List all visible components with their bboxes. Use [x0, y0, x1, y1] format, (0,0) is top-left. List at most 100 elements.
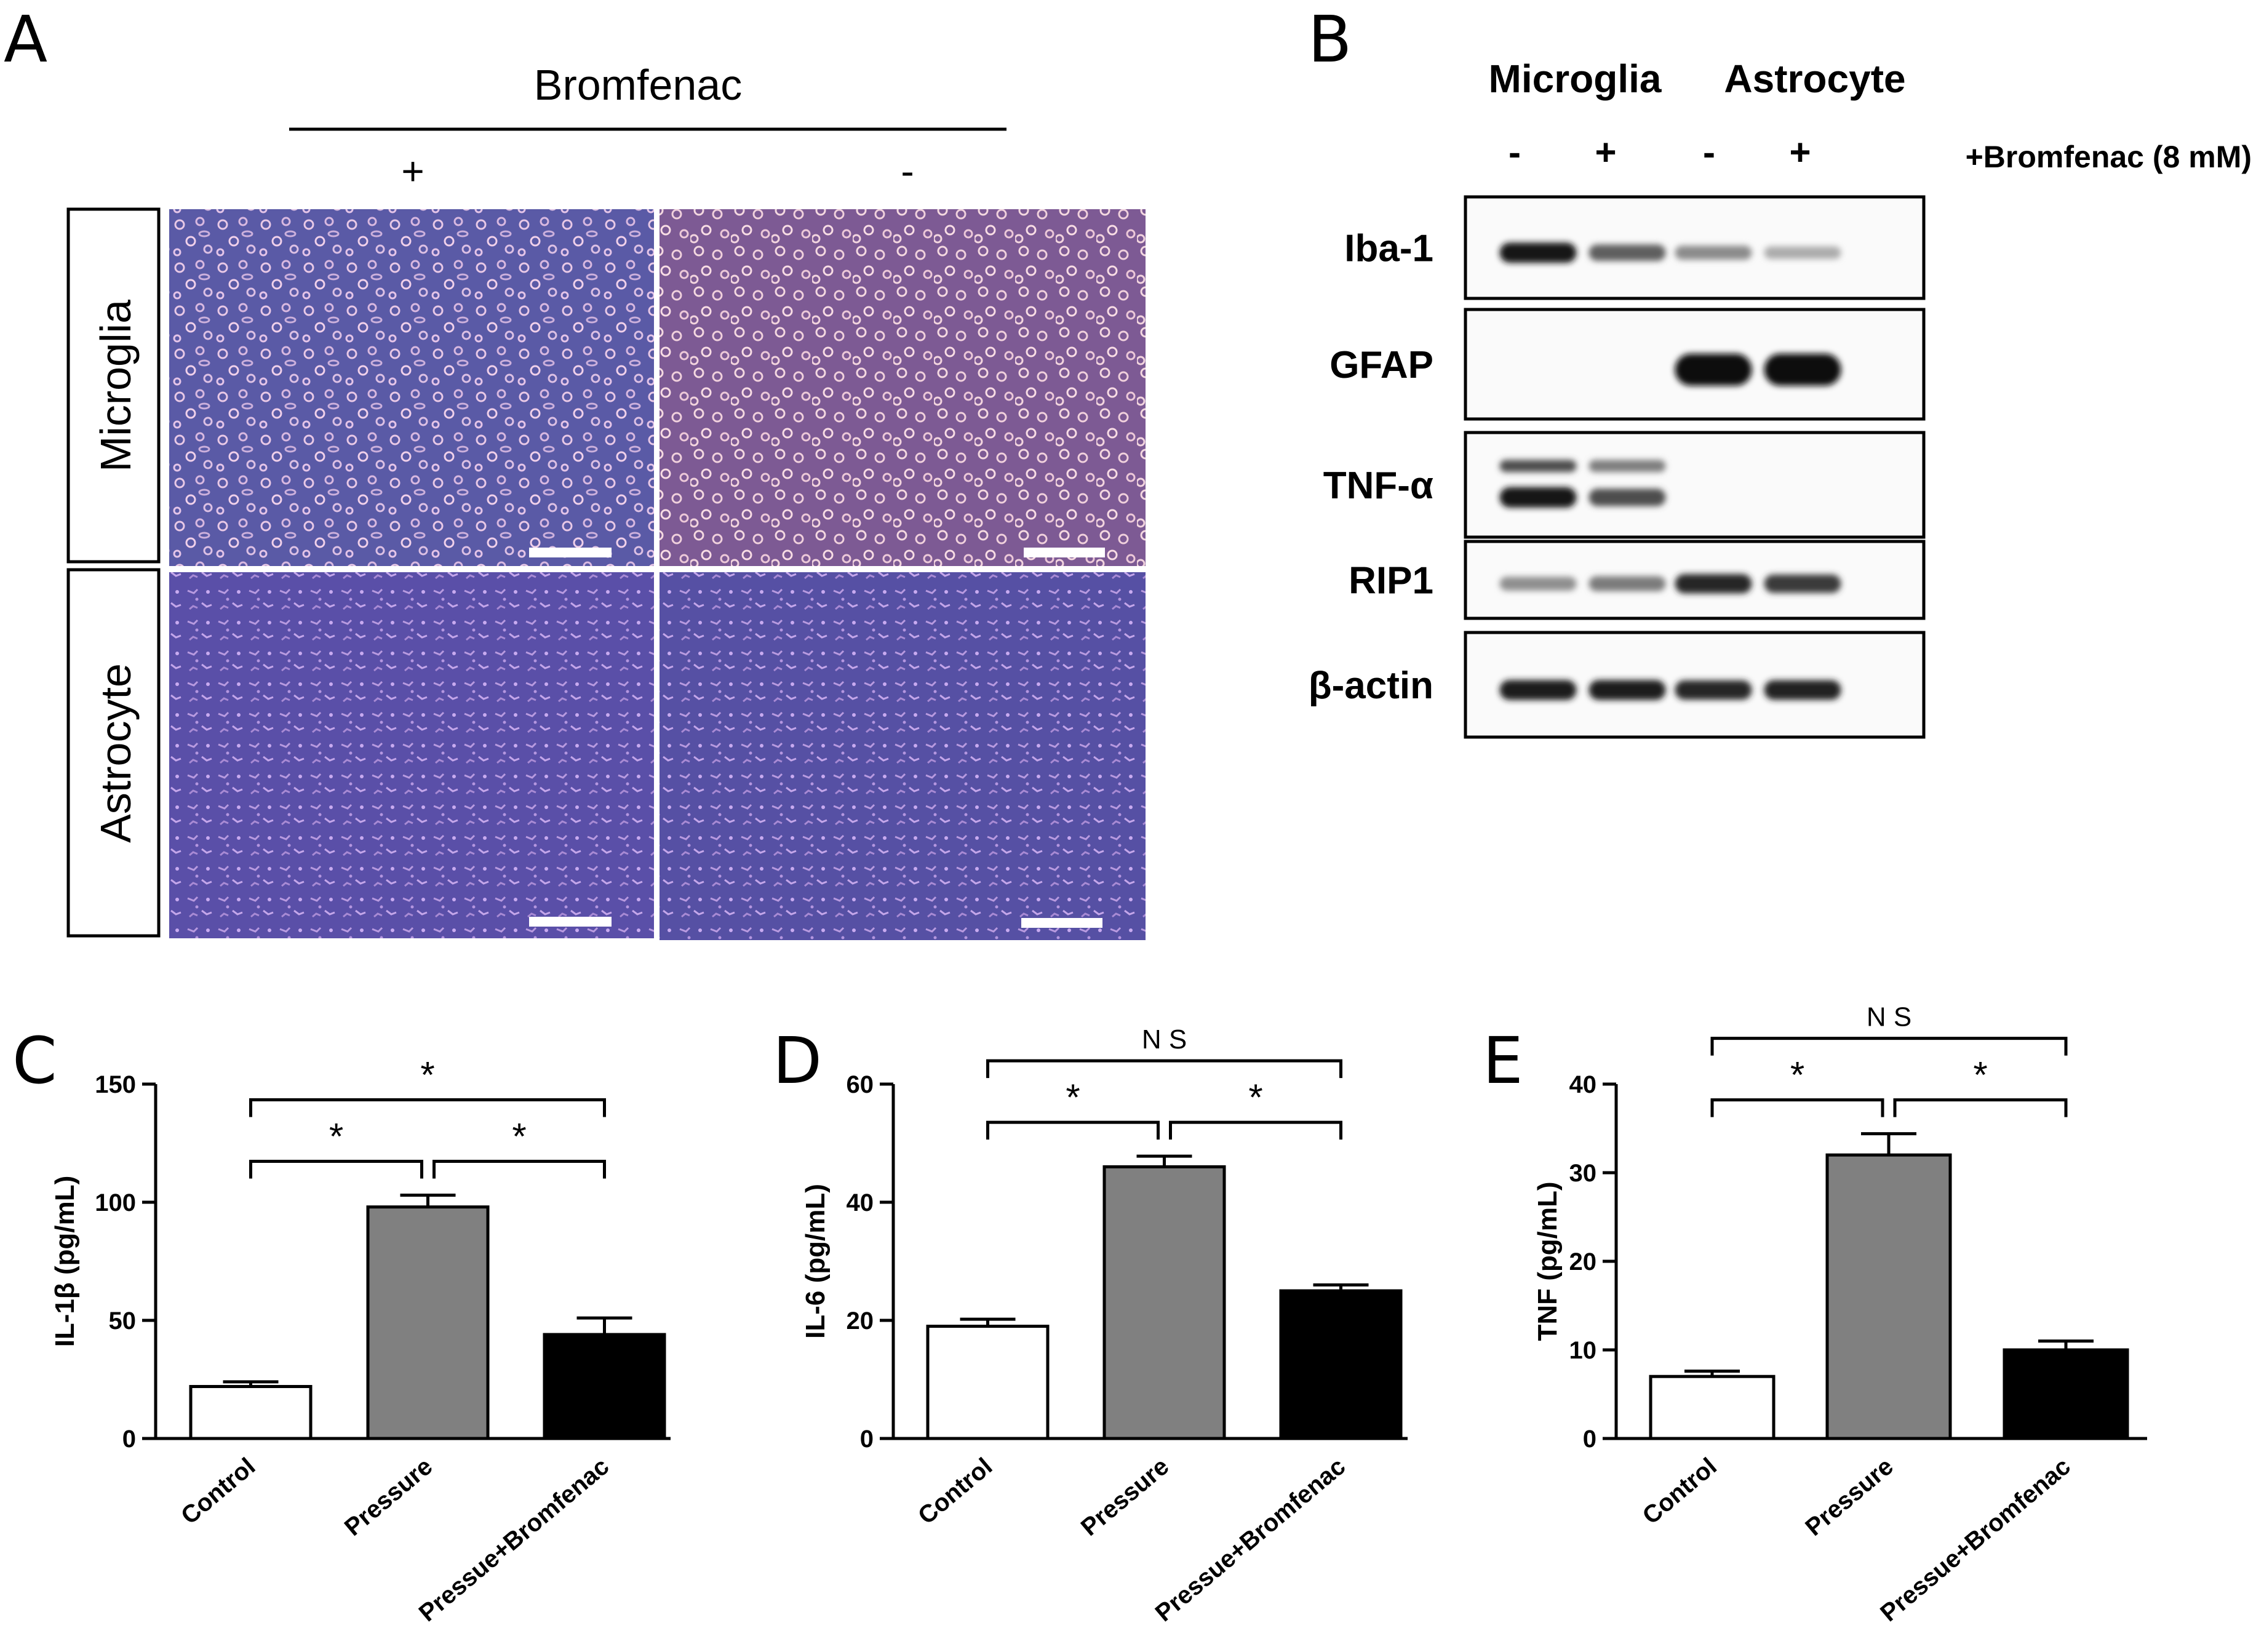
y-axis-label: IL-1β (pg/mL) [50, 1176, 80, 1347]
y-tick-label: 0 [122, 1426, 136, 1453]
bar-pressue+bromfenac [2003, 1348, 2129, 1440]
y-tick-label: 50 [109, 1307, 137, 1335]
blot-band [1499, 242, 1577, 263]
x-tick-label: Pressure [340, 1453, 437, 1541]
blot-3: TNF-α [1323, 431, 1926, 539]
scale-bar [1024, 548, 1105, 557]
y-tick-label: 40 [1569, 1071, 1597, 1098]
panel-letter: C [12, 1023, 57, 1098]
blot-1: Iba-1 [1344, 195, 1926, 300]
western-blots: Iba-1 GFAP TNF-α RIP1 β-actin [1309, 195, 1926, 739]
panel-letter: E [1483, 1023, 1523, 1098]
significance-label: * [1790, 1055, 1804, 1096]
x-tick-label: Control [1638, 1453, 1722, 1530]
scale-bar [529, 548, 612, 557]
chart-e: E 0 10 20 30 40 TNF (pg/mL) Control PressurePres… [1483, 1002, 2147, 1627]
scale-bar [529, 917, 612, 927]
blot-band [1764, 680, 1841, 700]
micrograph-astrocyte-minus [660, 572, 1146, 940]
significance-bracket [1169, 1120, 1342, 1140]
significance-label: * [1066, 1077, 1080, 1118]
blot-band [1588, 680, 1666, 700]
y-tick-label: 150 [95, 1071, 136, 1098]
blot-band [1588, 489, 1666, 506]
y-axis-label: TNF (pg/mL) [1533, 1181, 1563, 1341]
y-tick-label: 100 [95, 1189, 136, 1216]
blot-band [1499, 487, 1577, 508]
panel-b-letter: B [1308, 2, 1352, 77]
row-label-microglia: Microglia [92, 300, 140, 472]
y-tick-label: 0 [860, 1426, 874, 1453]
blot-band [1675, 353, 1752, 386]
y-tick-label: 20 [1569, 1248, 1597, 1275]
blot-label: Iba-1 [1344, 228, 1433, 270]
blot-frame [1464, 431, 1926, 539]
y-tick-label: 10 [1569, 1337, 1597, 1364]
y-tick-label: 20 [847, 1307, 874, 1335]
significance-label: * [420, 1054, 434, 1095]
significance-label: N S [1867, 1002, 1911, 1032]
blot-band [1675, 573, 1752, 594]
blot-band [1764, 246, 1841, 259]
blot-label: RIP1 [1349, 560, 1433, 602]
lane-sign-1: - [1509, 132, 1521, 173]
x-tick-label: Pressue+Bromfenac [414, 1453, 614, 1627]
micrograph-microglia-minus [660, 209, 1146, 566]
x-tick-label: Pressue+Bromfenac [1150, 1453, 1350, 1627]
panel-b: B Microglia Astrocyte - + - + +Bromfenac… [1308, 2, 2252, 739]
significance-bracket [986, 1059, 1342, 1079]
blot-label: GFAP [1329, 344, 1433, 386]
blot-band-upper [1588, 460, 1666, 473]
x-tick-label: Control [176, 1453, 260, 1530]
blot-4: RIP1 [1349, 540, 1926, 620]
lane-sign-2: + [1595, 132, 1616, 173]
micrograph-microglia-plus [169, 209, 654, 566]
row-label-box-astrocyte [66, 568, 161, 938]
panel-a: A Bromfenac + - Microglia Astrocyte [4, 2, 1146, 940]
significance-label: * [512, 1115, 526, 1157]
panel-letter: D [773, 1023, 822, 1098]
row-label-astrocyte: Astrocyte [92, 663, 140, 843]
blot-2: GFAP [1329, 308, 1926, 421]
blot-band [1499, 680, 1577, 700]
significance-bracket [986, 1120, 1160, 1140]
significance-label: * [329, 1115, 343, 1157]
x-tick-label: Pressue+Bromfenac [1875, 1453, 2075, 1627]
blot-band-upper [1499, 460, 1577, 473]
treatment-label: +Bromfenac (8 mM) [1966, 140, 2252, 174]
significance-bracket [249, 1159, 423, 1179]
col-label-minus: - [901, 149, 914, 193]
significance-label: * [1248, 1077, 1262, 1118]
bar-control [189, 1385, 313, 1440]
blot-band [1588, 244, 1666, 261]
blot-band [1675, 680, 1752, 700]
x-tick-label: Control [913, 1453, 997, 1530]
bromfenac-label: Bromfenac [534, 61, 742, 109]
y-tick-label: 40 [847, 1189, 874, 1216]
significance-bracket [1893, 1098, 2068, 1117]
x-tick-label: Pressure [1076, 1453, 1174, 1541]
bar-pressure [366, 1205, 490, 1440]
significance-bracket [1710, 1098, 1884, 1117]
group-label-microglia: Microglia [1489, 57, 1662, 101]
panel-a-letter: A [4, 2, 47, 77]
significance-bracket [249, 1098, 606, 1117]
row-label-box-microglia [66, 207, 161, 564]
y-tick-label: 0 [1583, 1426, 1596, 1453]
bar-pressue+bromfenac [1279, 1289, 1403, 1440]
col-label-plus: + [401, 149, 424, 193]
bar-control [926, 1325, 1050, 1440]
bar-pressure [1825, 1153, 1952, 1440]
micrograph-astrocyte-plus [169, 572, 654, 938]
blot-band [1764, 353, 1841, 386]
group-label-astrocyte: Astrocyte [1724, 57, 1905, 101]
blot-band [1499, 577, 1577, 591]
bar-pressue+bromfenac [543, 1333, 666, 1440]
significance-bracket [432, 1159, 606, 1179]
y-tick-label: 30 [1569, 1160, 1597, 1187]
significance-bracket [1710, 1037, 2068, 1056]
blot-label: TNF-α [1323, 465, 1433, 507]
x-tick-label: Pressure [1800, 1453, 1898, 1541]
blot-label: β-actin [1309, 664, 1433, 707]
blot-band [1764, 574, 1841, 593]
